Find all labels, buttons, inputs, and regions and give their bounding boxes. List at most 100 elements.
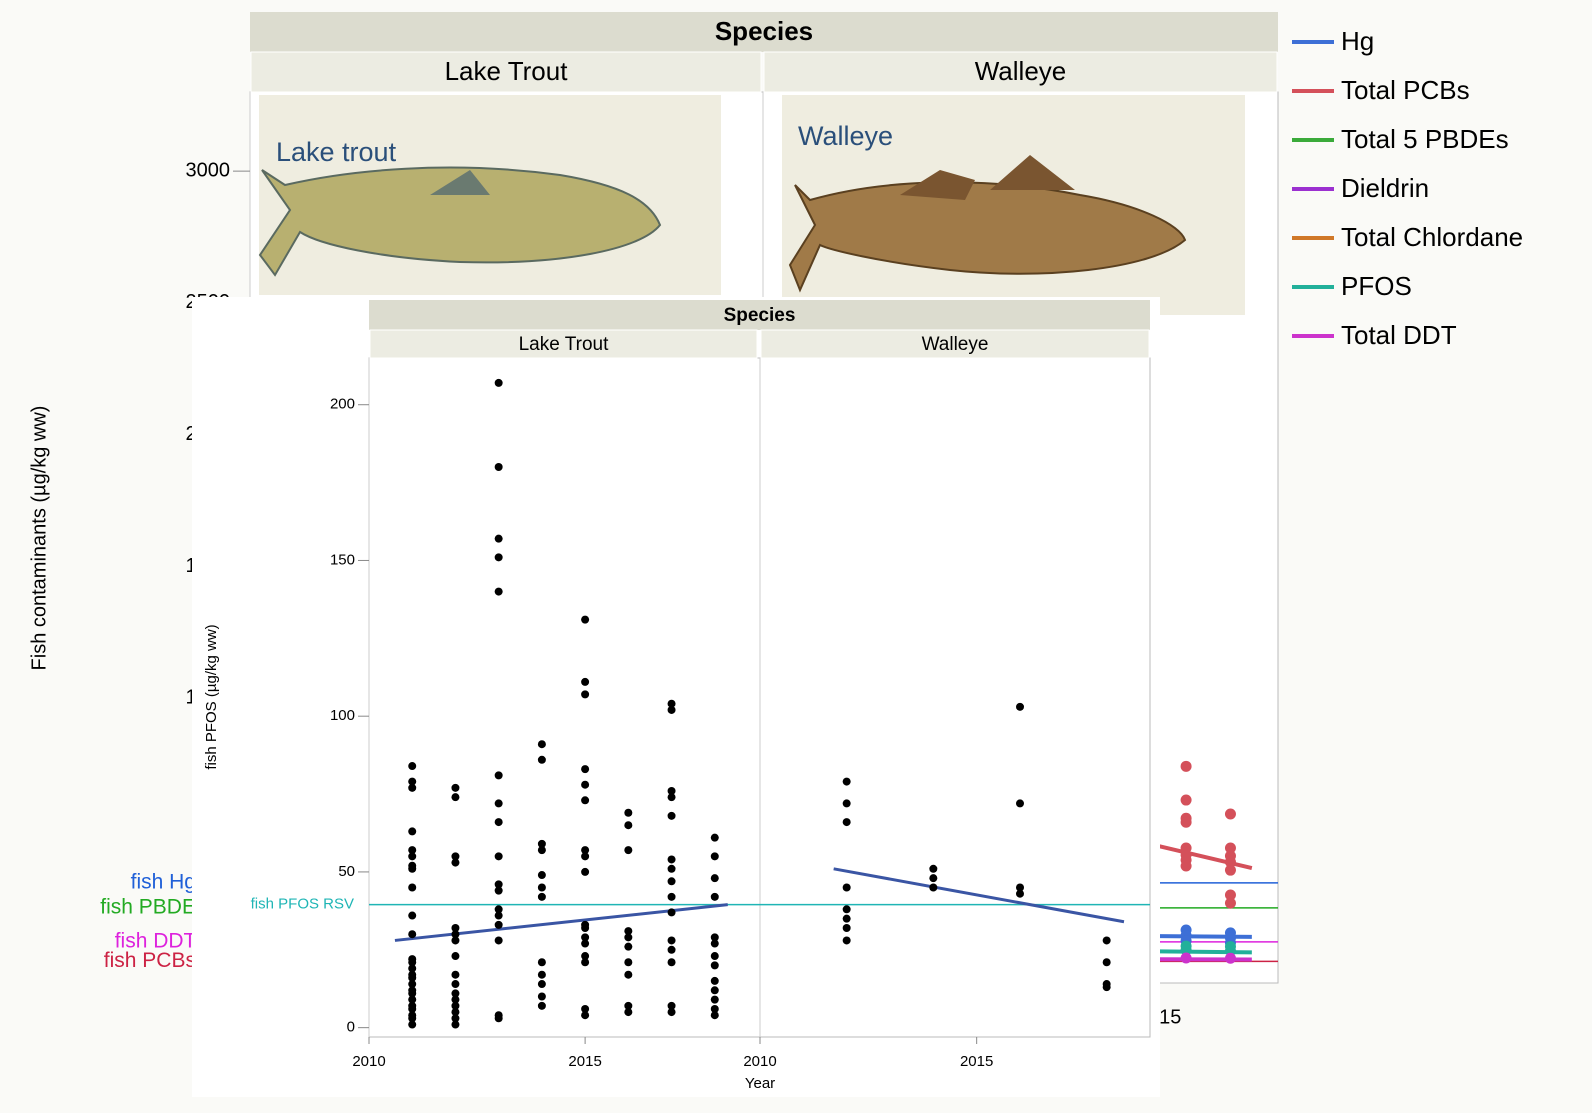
data-point [581, 796, 589, 804]
data-point [624, 971, 632, 979]
data-point [581, 678, 589, 686]
data-point [581, 690, 589, 698]
data-point [495, 1014, 503, 1022]
data-point [668, 706, 676, 714]
data-point [668, 1008, 676, 1016]
facet-title: Species [715, 16, 813, 46]
x-tick-label: 2010 [352, 1053, 385, 1070]
data-point [581, 852, 589, 860]
data-point [1225, 898, 1236, 909]
facet-label: Lake Trout [445, 56, 569, 86]
facet-title: Species [724, 305, 796, 326]
data-point [711, 852, 719, 860]
data-point [624, 958, 632, 966]
data-point [451, 1021, 459, 1029]
data-point [408, 784, 416, 792]
data-point [408, 1021, 416, 1029]
data-point [668, 793, 676, 801]
y-tick-label: 50 [338, 863, 355, 880]
data-point [581, 940, 589, 948]
legend-label: Dieldrin [1341, 173, 1429, 203]
data-point [408, 762, 416, 770]
rsv-label: fish PFOS RSV [251, 896, 354, 913]
data-point [711, 977, 719, 985]
data-point [581, 958, 589, 966]
data-point [1103, 958, 1111, 966]
data-point [711, 1011, 719, 1019]
data-point [538, 893, 546, 901]
legend-label: PFOS [1341, 271, 1412, 301]
data-point [624, 943, 632, 951]
data-point [624, 1008, 632, 1016]
data-point [451, 971, 459, 979]
data-point [711, 940, 719, 948]
legend-label: Hg [1341, 26, 1374, 56]
trend-line [1159, 936, 1252, 937]
data-point [843, 924, 851, 932]
data-point [624, 846, 632, 854]
data-point [451, 859, 459, 867]
facet-label: Lake Trout [519, 334, 609, 355]
x-tick-label: 2015 [568, 1053, 601, 1070]
data-point [538, 756, 546, 764]
data-point [495, 535, 503, 543]
data-point [624, 933, 632, 941]
data-point [1016, 890, 1024, 898]
data-point [451, 936, 459, 944]
data-point [1181, 860, 1192, 871]
data-point [495, 887, 503, 895]
data-point [1225, 809, 1236, 820]
data-point [495, 771, 503, 779]
data-point [1016, 799, 1024, 807]
data-point [538, 971, 546, 979]
legend-label: Total DDT [1341, 320, 1457, 350]
data-point [843, 915, 851, 923]
data-point [711, 961, 719, 969]
data-point [495, 912, 503, 920]
data-point [843, 883, 851, 891]
data-point [495, 799, 503, 807]
data-point [843, 799, 851, 807]
data-point [495, 588, 503, 596]
data-point [451, 784, 459, 792]
data-point [668, 877, 676, 885]
y-tick-label: 200 [330, 396, 355, 413]
data-point [843, 818, 851, 826]
x-tick-label: 2015 [960, 1053, 993, 1070]
data-point [1181, 952, 1192, 963]
data-point [711, 874, 719, 882]
data-point [538, 740, 546, 748]
data-point [495, 852, 503, 860]
data-point [451, 793, 459, 801]
y-axis-title: fish PFOS (µg/kg ww) [203, 624, 220, 769]
y-tick-label: 3000 [186, 159, 231, 181]
data-point [668, 958, 676, 966]
x-axis-title: Year [745, 1075, 775, 1092]
data-point [711, 986, 719, 994]
data-point [581, 1011, 589, 1019]
data-point [1225, 953, 1236, 964]
data-point [408, 852, 416, 860]
data-point [843, 936, 851, 944]
y-tick-label: 0 [347, 1019, 355, 1036]
facet-label: Walleye [975, 56, 1067, 86]
data-point [495, 553, 503, 561]
data-point [1181, 795, 1192, 806]
data-point [538, 883, 546, 891]
legend-label: Total Chlordane [1341, 222, 1523, 252]
data-point [668, 865, 676, 873]
data-point [668, 855, 676, 863]
data-point [711, 834, 719, 842]
data-point [1181, 817, 1192, 828]
x-tick-label: 2010 [743, 1053, 776, 1070]
data-point [1016, 703, 1024, 711]
y-tick-label: 100 [330, 707, 355, 724]
y-tick-label: 150 [330, 551, 355, 568]
data-point [1181, 761, 1192, 772]
data-point [581, 616, 589, 624]
data-point [581, 781, 589, 789]
data-point [581, 868, 589, 876]
data-point [451, 980, 459, 988]
data-point [1225, 865, 1236, 876]
legend-label: Total PCBs [1341, 75, 1470, 105]
